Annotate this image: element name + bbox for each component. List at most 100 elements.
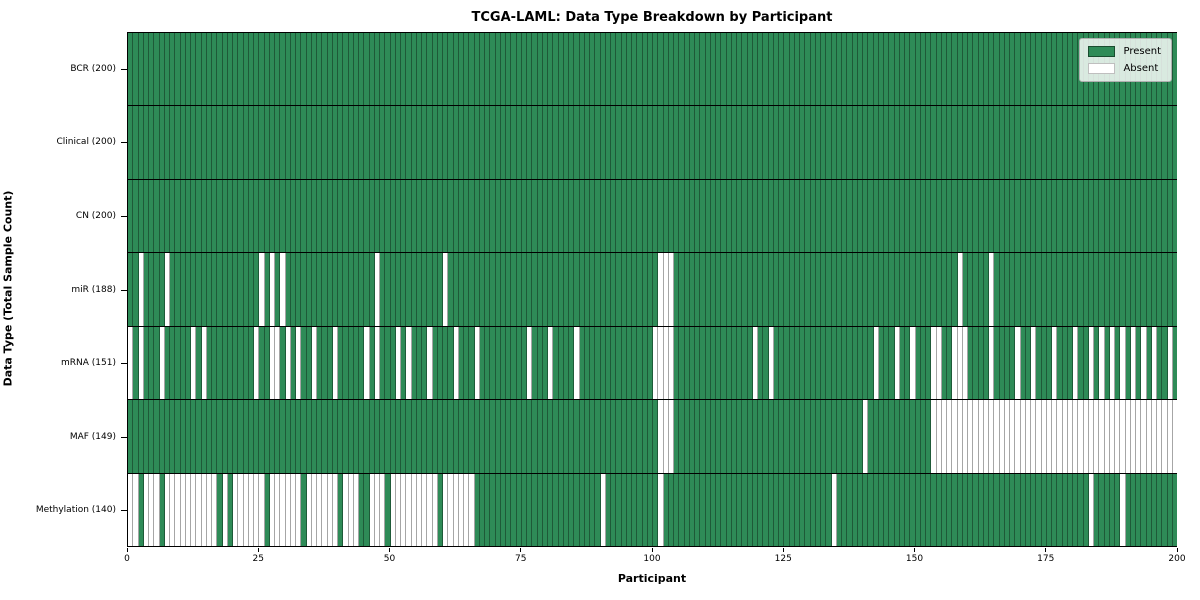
heatmap-cell [758,326,764,400]
heatmap-cell [611,326,617,400]
heatmap-cell [338,33,344,106]
heatmap-cell [1057,179,1063,253]
heatmap-cell [710,473,716,546]
heatmap-cell [1104,106,1110,179]
heatmap-cell [490,326,496,400]
heatmap-cell [742,473,748,546]
heatmap-cell [458,179,464,253]
heatmap-cell [390,400,396,473]
heatmap-cell [285,179,291,253]
heatmap-cell [1041,179,1047,253]
heatmap-cell [1036,253,1042,326]
heatmap-cell [784,33,790,106]
heatmap-cell [464,400,470,473]
heatmap-cell [663,253,669,326]
heatmap-cell [180,400,186,473]
heatmap-cell [684,253,690,326]
heatmap-cell [532,400,538,473]
heatmap-cell [658,179,664,253]
heatmap-cell [737,473,743,546]
heatmap-cell [842,473,848,546]
heatmap-cell [243,253,249,326]
heatmap-cell [1120,179,1126,253]
heatmap-cell [443,253,449,326]
heatmap-cell [794,473,800,546]
heatmap-cell [259,253,265,326]
heatmap-cell [752,473,758,546]
heatmap-cell [847,400,853,473]
heatmap-cell [500,179,506,253]
heatmap-cell [684,106,690,179]
heatmap-cell [1073,106,1079,179]
heatmap-cell [679,400,685,473]
heatmap-cell [353,179,359,253]
heatmap-cell [322,33,328,106]
heatmap-cell [474,106,480,179]
heatmap-cell [1031,179,1037,253]
heatmap-cell [758,253,764,326]
heatmap-cell [301,400,307,473]
heatmap-cell [159,473,165,546]
heatmap-cell [317,473,323,546]
heatmap-cell [264,179,270,253]
heatmap-cell [747,473,753,546]
heatmap-cell [275,179,281,253]
heatmap-cell [280,179,286,253]
heatmap-cell [758,33,764,106]
heatmap-cell [1141,106,1147,179]
heatmap-cell [170,473,176,546]
heatmap-cell [290,106,296,179]
heatmap-cell [485,400,491,473]
heatmap-cell [653,33,659,106]
heatmap-cell [1083,326,1089,400]
heatmap-cell [941,400,947,473]
heatmap-cell [768,33,774,106]
heatmap-cell [731,326,737,400]
heatmap-cell [217,400,223,473]
heatmap-cell [542,106,548,179]
heatmap-cell [763,326,769,400]
heatmap-cell [1052,33,1058,106]
heatmap-cell [810,326,816,400]
heatmap-cell [1130,473,1136,546]
heatmap-cell [1151,106,1157,179]
heatmap-cell [637,106,643,179]
heatmap-cell [500,253,506,326]
heatmap-cell [364,33,370,106]
heatmap-cell [1025,400,1031,473]
heatmap-cell [411,400,417,473]
heatmap-cell [569,179,575,253]
heatmap-cell [327,106,333,179]
heatmap-cell [884,473,890,546]
heatmap-cell [227,400,233,473]
heatmap-cell [674,326,680,400]
heatmap-cell [821,473,827,546]
heatmap-cell [175,400,181,473]
heatmap-cell [422,253,428,326]
heatmap-cell [810,179,816,253]
heatmap-cell [217,253,223,326]
heatmap-cell [437,106,443,179]
x-tick-label: 75 [515,554,527,564]
heatmap-cell [374,400,380,473]
heatmap-cell [406,326,412,400]
heatmap-cell [584,473,590,546]
heatmap-cell [716,106,722,179]
heatmap-cell [815,179,821,253]
heatmap-cell [264,473,270,546]
heatmap-cell [731,106,737,179]
heatmap-cell [957,253,963,326]
heatmap-cell [217,106,223,179]
heatmap-cell [947,400,953,473]
heatmap-cell [868,106,874,179]
heatmap-cell [416,33,422,106]
heatmap-cell [705,473,711,546]
heatmap-cell [994,400,1000,473]
heatmap-cell [1004,179,1010,253]
heatmap-cell [1062,33,1068,106]
heatmap-cell [290,33,296,106]
heatmap-cell [485,473,491,546]
heatmap-cell [574,106,580,179]
heatmap-cell [1162,473,1168,546]
heatmap-cell [605,253,611,326]
